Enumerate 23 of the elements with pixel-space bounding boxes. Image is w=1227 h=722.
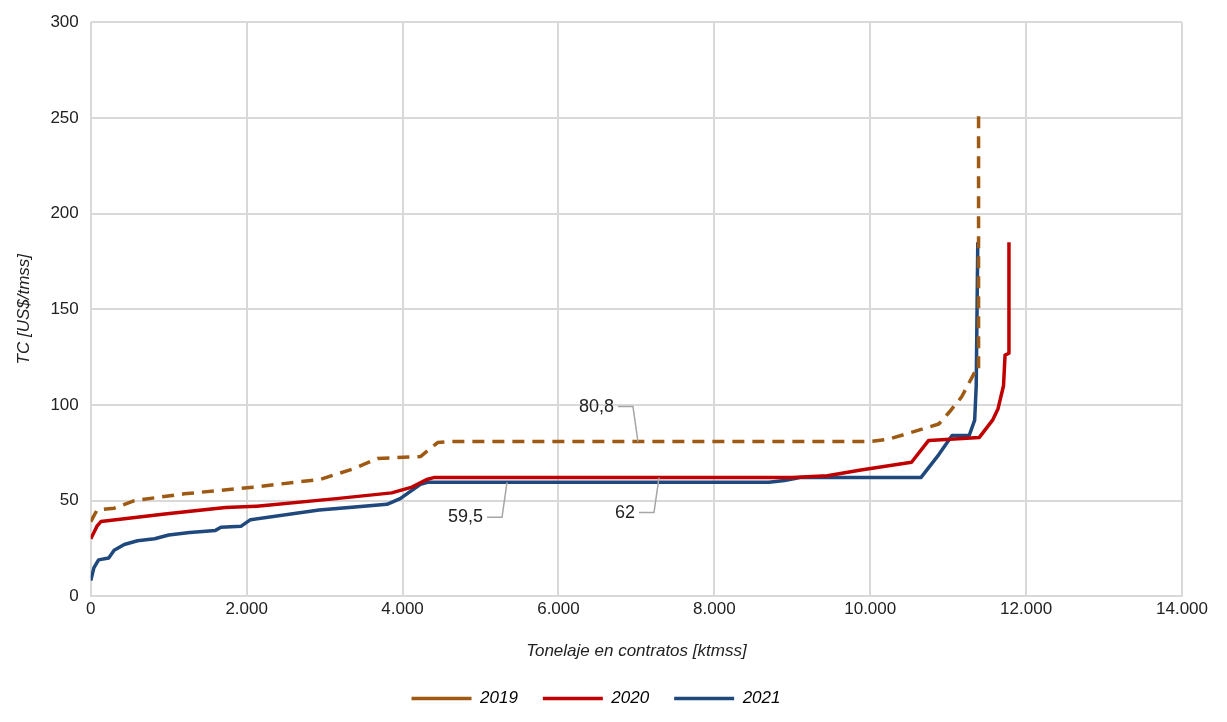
x-axis-title: Tonelaje en contratos [ktmss] xyxy=(526,640,748,660)
annotation: 62 xyxy=(614,501,635,522)
y-tick-label: 250 xyxy=(50,107,79,127)
x-tick-label: 8.000 xyxy=(693,599,736,619)
y-tick-label: 0 xyxy=(69,585,79,605)
x-tick-label: 2.000 xyxy=(225,599,268,619)
y-tick-label: 100 xyxy=(50,394,79,414)
y-tick-label: 300 xyxy=(50,11,79,31)
x-tick-label: 6.000 xyxy=(537,599,580,619)
x-tick-label: 12.000 xyxy=(1000,599,1053,619)
y-tick-label: 200 xyxy=(50,203,79,223)
y-tick-label: 50 xyxy=(59,490,79,510)
legend-label: 2021 xyxy=(741,688,781,708)
y-tick-label: 150 xyxy=(50,298,79,318)
x-tick-label: 4.000 xyxy=(381,599,424,619)
legend-label: 2020 xyxy=(610,688,650,708)
annotation: 80,8 xyxy=(578,395,614,416)
x-tick-label: 14.000 xyxy=(1156,599,1208,619)
legend-label: 2019 xyxy=(479,688,519,708)
y-axis-title: TC [US$/tmss] xyxy=(13,252,33,365)
annotation: 59,5 xyxy=(447,506,483,527)
x-tick-label: 10.000 xyxy=(844,599,897,619)
x-tick-label: 0 xyxy=(86,599,96,619)
